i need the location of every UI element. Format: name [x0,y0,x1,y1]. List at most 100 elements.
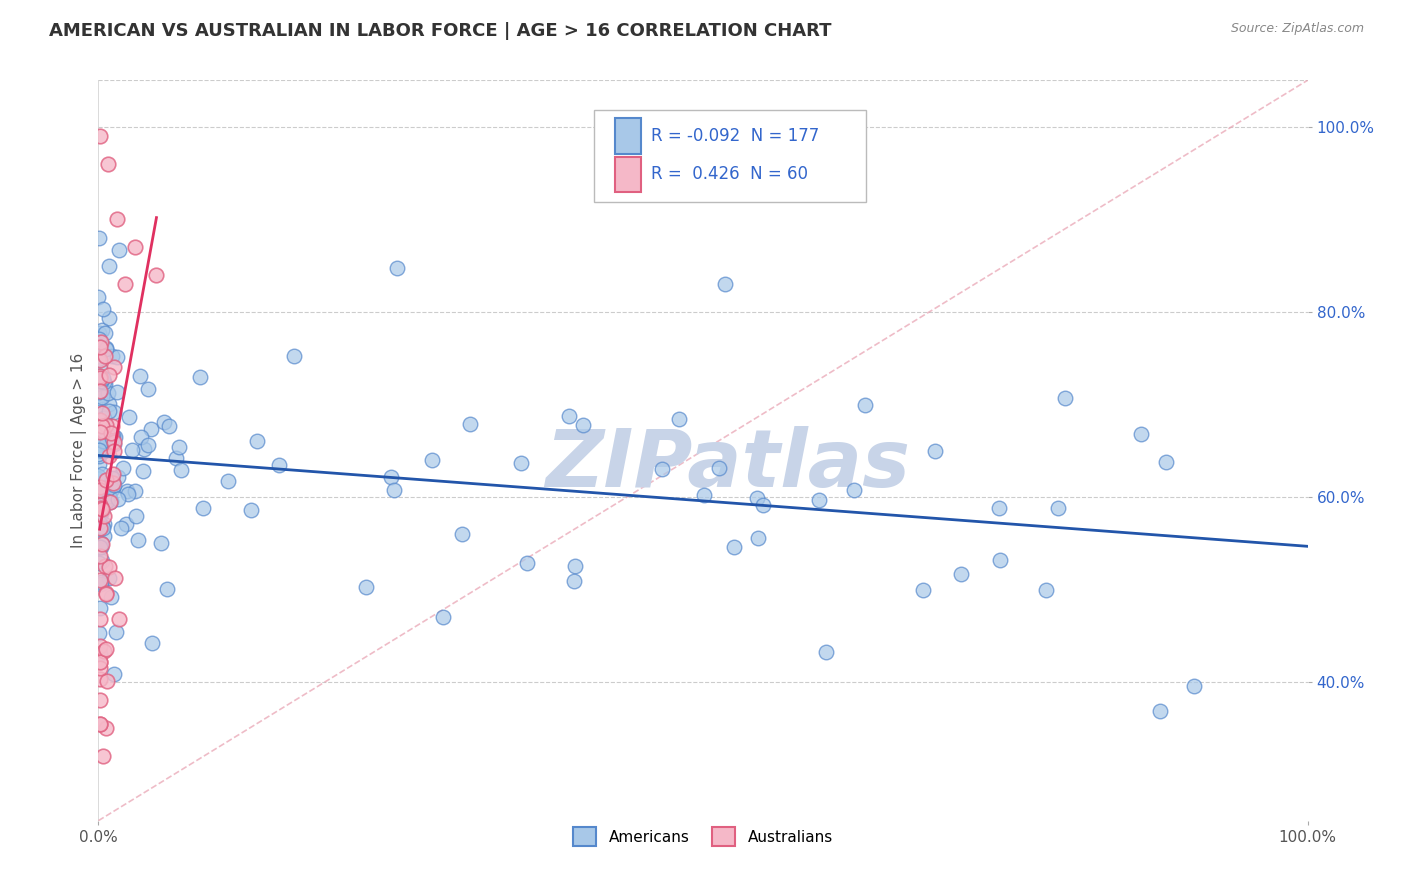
Point [1054,391,1077,405]
Point [121,442,143,457]
Point [188,369,211,384]
Point [89,449,111,463]
Point [557,409,579,423]
Point [1149,704,1171,718]
Point [91,748,114,763]
Point [90,485,112,500]
Point [87,442,110,457]
Point [87,483,110,498]
Point [90,363,112,377]
Point [87,231,110,245]
Point [93,644,115,658]
Point [103,436,125,450]
Point [90,536,112,550]
Point [94,349,117,363]
Point [97,429,120,443]
Point [89,437,111,451]
Point [93,443,115,458]
Point [90,334,112,349]
Point [155,582,177,596]
Point [516,556,538,570]
Point [89,371,111,385]
Point [89,648,111,662]
Point [89,693,111,707]
Point [152,415,174,429]
Point [89,601,111,615]
Point [815,644,838,658]
Point [89,422,111,436]
Point [87,290,110,304]
Point [101,467,124,482]
Point [89,483,111,497]
Point [165,451,187,466]
Point [950,566,973,581]
Point [103,405,125,419]
Point [134,442,156,457]
Point [87,332,110,346]
Point [1035,582,1057,597]
Point [380,470,402,484]
Point [450,527,472,541]
Point [128,369,150,384]
Point [98,495,121,509]
Point [150,536,173,550]
Point [1184,679,1206,693]
Point [89,672,111,686]
Point [90,540,112,554]
Point [89,639,111,653]
Point [91,406,114,420]
Point [100,470,122,484]
Point [101,483,124,497]
FancyBboxPatch shape [614,156,641,192]
Point [136,382,159,396]
Text: AMERICAN VS AUSTRALIAN IN LABOR FORCE | AGE > 16 CORRELATION CHART: AMERICAN VS AUSTRALIAN IN LABOR FORCE | … [49,22,832,40]
Point [87,457,110,471]
Point [125,508,148,523]
Point [105,212,128,227]
Point [89,717,111,731]
Point [90,501,112,516]
Point [87,515,110,529]
Point [91,371,114,385]
Point [693,487,716,501]
Point [87,369,110,384]
Point [572,417,595,432]
Point [90,577,112,591]
Y-axis label: In Labor Force | Age > 16: In Labor Force | Age > 16 [72,353,87,548]
Point [89,425,111,439]
Point [87,408,110,422]
Point [91,502,114,516]
Point [94,473,117,487]
Point [94,341,117,355]
Point [89,521,111,535]
Point [458,417,481,431]
Point [89,481,111,495]
Text: R =  0.426  N = 60: R = 0.426 N = 60 [651,165,808,183]
Point [97,386,120,401]
Point [96,342,118,356]
Point [115,484,138,499]
Point [111,461,134,475]
Point [96,437,118,451]
Point [94,326,117,341]
Point [91,434,114,448]
Point [100,349,122,363]
Point [94,586,117,600]
Point [924,444,946,458]
Point [107,612,129,626]
Point [129,429,152,443]
Point [89,391,111,405]
Point [90,375,112,389]
Point [747,532,769,546]
Point [107,385,129,400]
Point [93,434,115,449]
Point [100,482,122,496]
Point [98,571,121,585]
Point [91,388,114,402]
Point [752,499,775,513]
Point [103,666,125,681]
Point [98,310,121,325]
Point [104,571,127,585]
Point [988,553,1011,567]
Point [562,574,585,589]
